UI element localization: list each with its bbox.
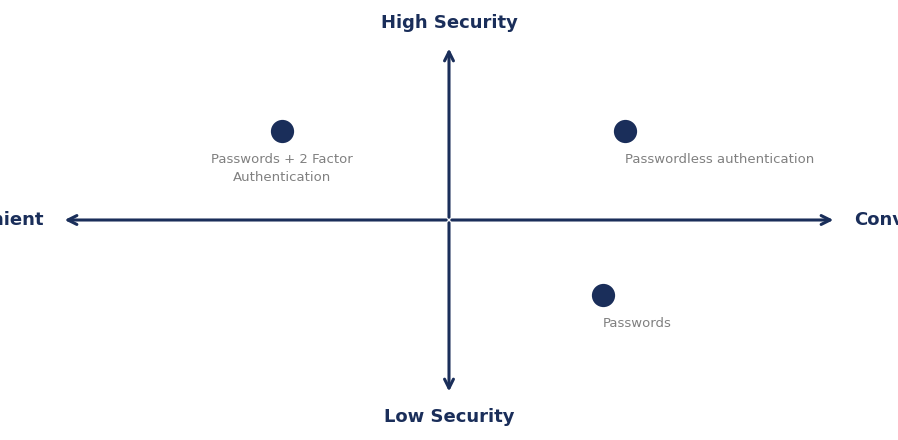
Text: Inconvenient: Inconvenient bbox=[0, 211, 44, 229]
Text: Convenient: Convenient bbox=[854, 211, 898, 229]
Text: Passwords + 2 Factor
Authentication: Passwords + 2 Factor Authentication bbox=[211, 153, 353, 183]
Text: High Security: High Security bbox=[381, 14, 517, 32]
Text: Passwordless authentication: Passwordless authentication bbox=[625, 153, 814, 166]
Point bbox=[595, 292, 610, 299]
Text: Passwords: Passwords bbox=[603, 317, 672, 330]
Text: Low Security: Low Security bbox=[383, 408, 515, 426]
Point bbox=[618, 127, 632, 134]
Point bbox=[275, 127, 289, 134]
